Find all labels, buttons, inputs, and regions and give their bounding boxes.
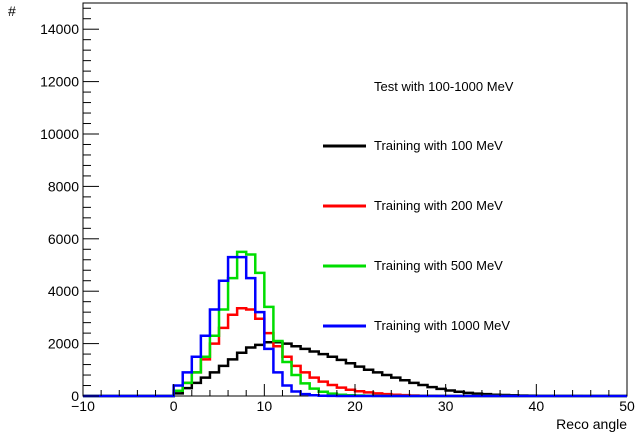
series-line-2 xyxy=(83,306,627,398)
x-tick-label: 20 xyxy=(347,398,363,414)
x-tick-label: −10 xyxy=(71,398,95,414)
x-axis-label: Reco angle xyxy=(556,416,627,432)
y-tick-label: 0 xyxy=(71,388,79,404)
legend-label-4: Training with 1000 MeV xyxy=(374,318,510,333)
x-tick-label: 30 xyxy=(438,398,454,414)
series-layer xyxy=(83,250,627,398)
x-tick-label: 0 xyxy=(170,398,178,414)
y-axis-label: # xyxy=(8,3,16,19)
series-line-4 xyxy=(83,255,627,398)
legend-label-1: Training with 100 MeV xyxy=(374,138,503,153)
x-tick-label: 10 xyxy=(257,398,273,414)
x-tick-label: 50 xyxy=(619,398,635,414)
legend-label-3: Training with 500 MeV xyxy=(374,258,503,273)
legend-label-2: Training with 200 MeV xyxy=(374,198,503,213)
y-tick-label: 8000 xyxy=(48,178,79,194)
y-tick-label: 6000 xyxy=(48,231,79,247)
chart-annotation: Test with 100-1000 MeV xyxy=(374,79,514,94)
y-tick-label: 12000 xyxy=(40,74,79,90)
x-tick-label: 40 xyxy=(529,398,545,414)
plot-frame xyxy=(82,2,628,397)
y-tick-label: 14000 xyxy=(40,21,79,37)
y-tick-label: 2000 xyxy=(48,336,79,352)
legend: Training with 100 MeV Training with 200 M… xyxy=(323,138,510,333)
y-tick-label: 4000 xyxy=(48,283,79,299)
y-tick-label: 10000 xyxy=(40,126,79,142)
series-line-3 xyxy=(83,250,627,398)
